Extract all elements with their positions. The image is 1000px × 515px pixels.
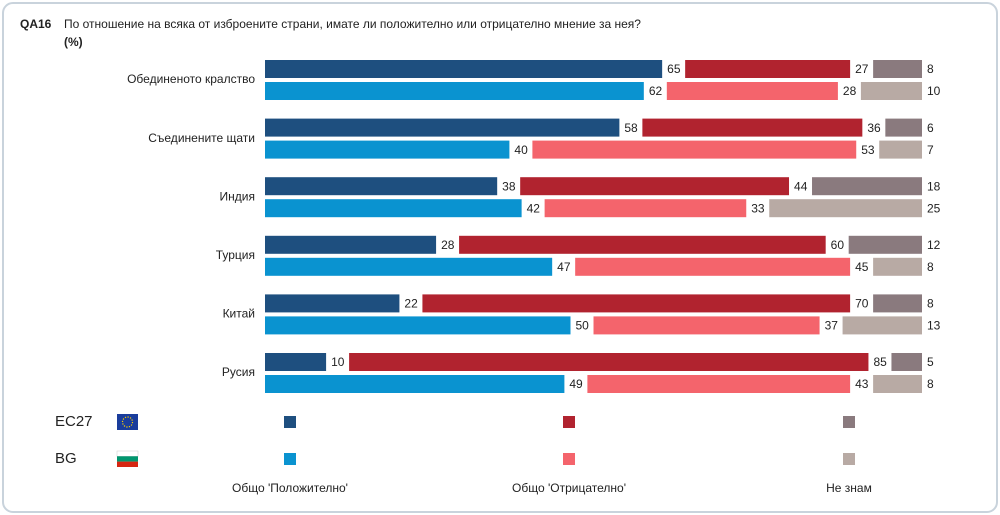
value-label: 60: [831, 238, 845, 252]
category-label: Русия: [222, 365, 255, 379]
bar-segment: [265, 257, 553, 276]
value-label: 10: [331, 355, 345, 369]
bar-segment: [265, 375, 565, 393]
value-label: 40: [514, 143, 528, 157]
bar-segment: [873, 257, 922, 276]
bar-segment: [891, 353, 922, 371]
bar-segment: [666, 82, 838, 100]
bar-segment: [642, 118, 863, 137]
bar-segment: [685, 60, 851, 78]
value-label: 25: [927, 201, 941, 215]
value-label: 7: [927, 143, 934, 157]
legend-swatch: [284, 453, 296, 465]
value-label: 6: [927, 121, 934, 135]
bar-segment: [459, 235, 826, 254]
chart-title: По отношение на всяка от изброените стра…: [64, 17, 641, 31]
value-label: 10: [927, 84, 941, 98]
bar-segment: [873, 375, 922, 393]
value-label: 85: [873, 355, 887, 369]
legend-swatch: [843, 416, 855, 428]
bar-segment: [842, 316, 922, 335]
value-label: 8: [927, 62, 934, 76]
value-label: 49: [569, 377, 583, 391]
value-label: 50: [576, 319, 590, 333]
value-label: 44: [794, 179, 808, 193]
legend-label: Общо 'Отрицателно': [512, 481, 626, 495]
value-label: 13: [927, 319, 941, 333]
bar-segment: [575, 257, 851, 276]
legend-swatch: [843, 453, 855, 465]
bar-segment: [422, 294, 851, 313]
bar-segment: [812, 177, 922, 196]
bar-segment: [885, 118, 922, 137]
value-label: 53: [861, 143, 875, 157]
bar-segment: [265, 118, 620, 137]
value-label: 5: [927, 355, 934, 369]
bar-segment: [532, 140, 857, 159]
value-label: 28: [441, 238, 455, 252]
bar-segment: [265, 82, 644, 100]
chart-subtitle: (%): [64, 35, 83, 49]
category-label: Съединените щати: [148, 131, 255, 145]
value-label: 38: [502, 179, 516, 193]
legend-group-label: BG: [55, 450, 77, 467]
value-label: 42: [527, 201, 541, 215]
bar-segment: [265, 140, 510, 159]
value-label: 8: [927, 260, 934, 274]
bar-segment: [349, 353, 869, 371]
legend-swatch: [563, 416, 575, 428]
bar-segment: [848, 235, 922, 254]
value-label: 58: [624, 121, 638, 135]
bar-segment: [860, 82, 922, 100]
value-label: 45: [855, 260, 869, 274]
value-label: 18: [927, 179, 941, 193]
value-label: 70: [855, 297, 869, 311]
category-label: Обединеното кралство: [127, 72, 255, 86]
value-label: 43: [855, 377, 869, 391]
question-code: QA16: [20, 17, 52, 31]
bar-segment: [769, 199, 922, 218]
bar-segment: [593, 316, 820, 335]
bar-segment: [544, 199, 747, 218]
bar-segment: [520, 177, 790, 196]
value-label: 22: [404, 297, 418, 311]
value-label: 65: [667, 62, 681, 76]
value-label: 12: [927, 238, 941, 252]
value-label: 62: [649, 84, 663, 98]
bar-segment: [265, 316, 571, 335]
value-label: 8: [927, 297, 934, 311]
legend-swatch: [284, 416, 296, 428]
value-label: 47: [557, 260, 571, 274]
bar-segment: [587, 375, 851, 393]
legend-label: Общо 'Положително': [232, 481, 348, 495]
value-label: 28: [843, 84, 857, 98]
bar-segment: [265, 235, 437, 254]
eu-flag: [117, 414, 138, 430]
legend-label: Не знам: [826, 481, 872, 495]
value-label: 37: [825, 319, 839, 333]
legend-swatch: [563, 453, 575, 465]
bar-segment: [879, 140, 922, 159]
bg-flag: [116, 450, 139, 467]
value-label: 33: [751, 201, 765, 215]
value-label: 27: [855, 62, 869, 76]
category-label: Китай: [223, 307, 255, 321]
bar-segment: [873, 60, 922, 78]
bar-segment: [265, 177, 498, 196]
category-label: Индия: [220, 189, 255, 203]
value-label: 8: [927, 377, 934, 391]
bar-segment: [265, 294, 400, 313]
category-label: Турция: [216, 248, 255, 262]
bar-segment: [873, 294, 922, 313]
value-label: 36: [867, 121, 881, 135]
bar-segment: [265, 353, 327, 371]
legend-group-label: EC27: [55, 413, 93, 430]
bar-segment: [265, 199, 522, 218]
bar-segment: [265, 60, 663, 78]
